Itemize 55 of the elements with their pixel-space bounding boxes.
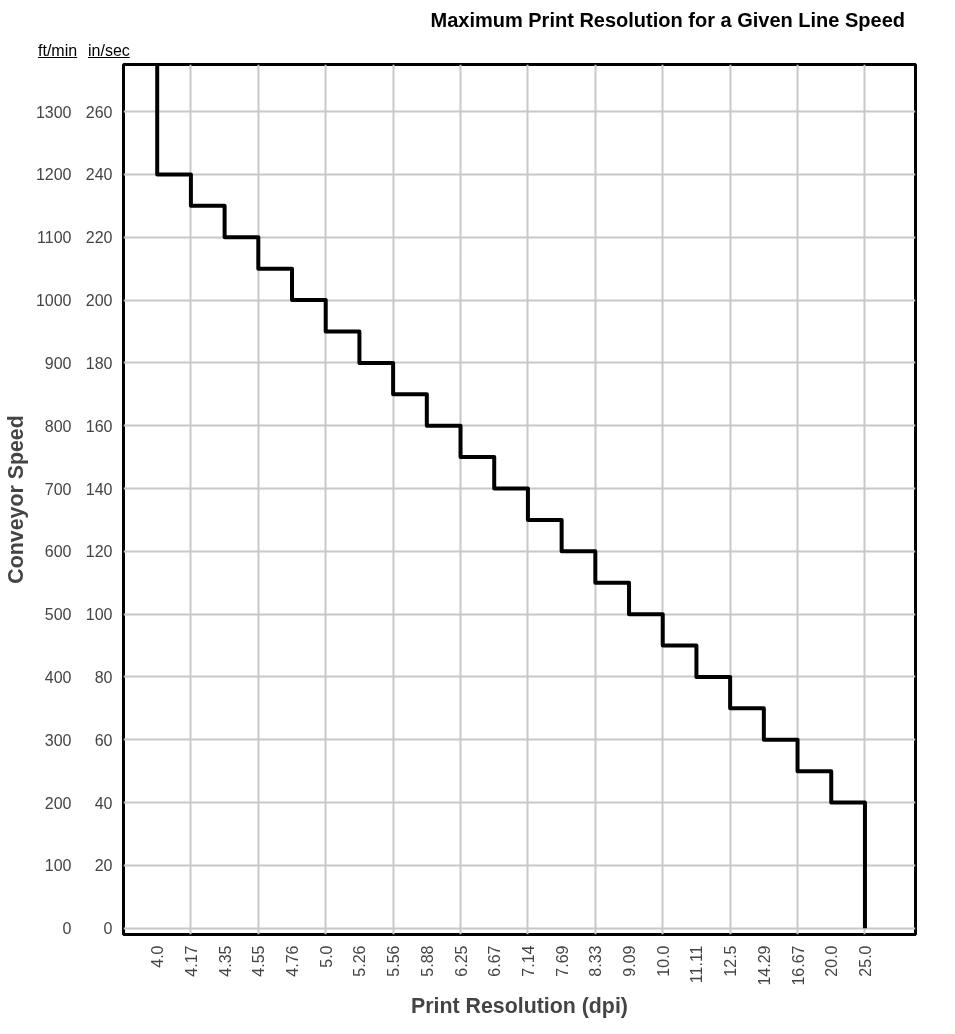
x-tick-label: 7.14 [519, 945, 537, 977]
y2-tick-label: 100 [85, 606, 113, 624]
y-tick-label: 1000 [35, 292, 72, 310]
y-tick-label: 400 [44, 668, 72, 686]
y2-tick-label: 0 [103, 920, 113, 938]
x-tick-label: 10.0 [654, 945, 672, 977]
x-tick-label: 5.0 [317, 945, 335, 968]
y2-tick-label: 180 [85, 354, 113, 372]
y-tick-label: 500 [44, 606, 72, 624]
y-tick-label: 600 [44, 543, 72, 561]
x-tick-label: 5.56 [385, 945, 403, 977]
y-tick-label: 800 [44, 417, 72, 435]
y2-tick-label: 120 [85, 543, 113, 561]
y2-tick-label: 140 [85, 480, 113, 498]
y2-tick-label: 60 [94, 731, 113, 749]
y-tick-label: 1100 [37, 229, 72, 247]
x-tick-label: 7.69 [553, 945, 571, 977]
text: in/sec [88, 41, 130, 61]
x-tick-label: 11.11 [688, 945, 706, 984]
y2-tick-label: 260 [85, 103, 113, 121]
x-tick-label: 6.25 [452, 945, 470, 977]
x-tick-label: 4.35 [216, 945, 234, 977]
chart-title: Maximum Print Resolution for a Given Line Speed [429, 8, 905, 33]
y-axis-title: Conveyor Speed [3, 415, 28, 584]
x-tick-label: 4.0 [149, 945, 167, 968]
x-tick-label: 4.76 [284, 945, 302, 977]
y2-tick-label: 200 [85, 292, 113, 310]
y2-tick-label: 220 [85, 229, 113, 247]
y-tick-label: 200 [44, 794, 72, 812]
y2-tick-label: 240 [85, 166, 113, 184]
y2-tick-label: 40 [94, 794, 113, 812]
x-tick-label: 6.67 [486, 945, 504, 977]
y-tick-label: 700 [44, 480, 72, 498]
y-tick-label: 1300 [35, 103, 72, 121]
x-tick-label: 12.5 [722, 945, 740, 977]
y-tick-label: 900 [44, 354, 72, 372]
y2-tick-label: 160 [85, 417, 113, 435]
y-tick-label: 0 [62, 920, 72, 938]
x-tick-label: 5.26 [351, 945, 369, 977]
text: ft/min [38, 41, 78, 61]
x-tick-label: 4.55 [250, 945, 268, 977]
x-axis-title: Print Resolution (dpi) [411, 993, 628, 1018]
y-tick-label: 100 [44, 857, 72, 875]
y-tick-label: 1200 [35, 166, 72, 184]
x-tick-label: 8.33 [587, 945, 605, 977]
x-tick-label: 20.0 [823, 945, 841, 977]
x-tick-label: 25.0 [856, 945, 874, 977]
x-tick-label: 5.88 [418, 945, 436, 977]
x-tick-label: 9.09 [621, 945, 639, 977]
y2-tick-label: 80 [94, 668, 113, 686]
x-tick-label: 16.67 [789, 945, 807, 986]
x-tick-label: 4.17 [182, 945, 200, 977]
y2-tick-label: 20 [94, 857, 113, 875]
y-tick-label: 300 [44, 731, 72, 749]
x-tick-label: 14.29 [755, 945, 773, 986]
